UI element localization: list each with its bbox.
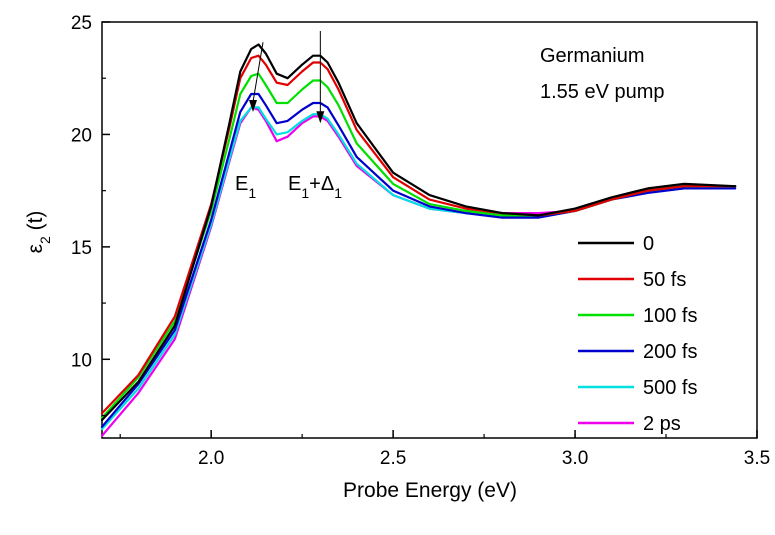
- y-tick-label: 20: [71, 125, 92, 146]
- arrow-layer: [249, 30, 325, 124]
- y-tick-label: 25: [71, 13, 92, 34]
- legend-label-4: 500 fs: [643, 377, 697, 399]
- legend-label-3: 200 fs: [643, 341, 697, 363]
- series-line-4: [100, 106, 737, 431]
- legend-label-0: 0: [643, 233, 654, 255]
- x-tick-label: 3.5: [744, 448, 770, 469]
- series-line-3: [100, 92, 737, 428]
- x-tick-label: 2.0: [198, 448, 224, 469]
- series-line-5: [100, 106, 737, 437]
- series-line-1: [100, 54, 737, 415]
- plot-frame: [101, 21, 758, 439]
- peak-label-e1-delta: E1+Δ1: [288, 173, 342, 201]
- x-axis-label: Probe Energy (eV): [343, 479, 517, 502]
- arrow-e1-delta-head: [316, 111, 325, 124]
- annotation-material: Germanium: [540, 45, 644, 67]
- y-axis-label: ε2 (t): [24, 211, 53, 254]
- legend-label-1: 50 fs: [643, 269, 686, 291]
- peak-label-e1: E1: [235, 173, 256, 201]
- annotation-pump: 1.55 eV pump: [540, 81, 665, 103]
- arrow-e1-shaft: [252, 42, 264, 103]
- tick-layer: 2.0 2.5 3.0 3.5 10 15 20 25: [71, 13, 770, 469]
- y-tick-label: 10: [71, 350, 92, 371]
- x-tick-label: 3.0: [562, 448, 588, 469]
- x-tick-label: 2.5: [380, 448, 406, 469]
- legend: 0 50 fs 100 fs 200 fs 500 fs 2 ps: [578, 233, 697, 435]
- y-tick-label: 15: [71, 238, 92, 259]
- legend-label-2: 100 fs: [643, 305, 697, 327]
- legend-label-5: 2 ps: [643, 413, 681, 435]
- arrow-e1-head: [249, 99, 258, 112]
- series-layer: [100, 43, 737, 437]
